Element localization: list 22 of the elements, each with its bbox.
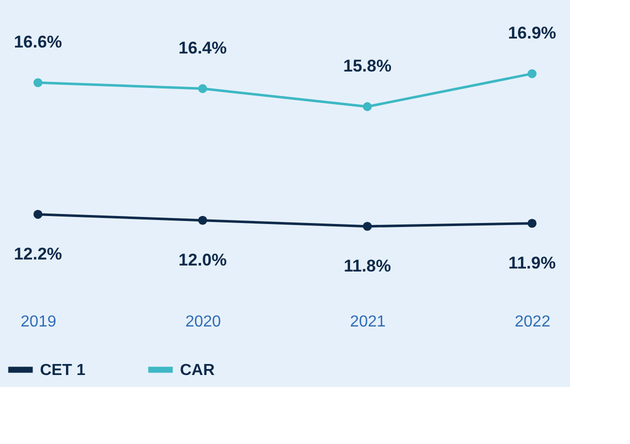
data-label: 16.9%: [508, 24, 556, 43]
point: [362, 222, 372, 231]
x-tick-label: 2019: [20, 314, 56, 330]
data-label: 11.9%: [508, 253, 556, 272]
point: [362, 102, 372, 112]
point: [528, 218, 537, 228]
data-label: 12.2%: [14, 244, 62, 264]
point: [528, 69, 537, 78]
point: [33, 210, 42, 219]
legend-label: CET 1: [40, 362, 86, 379]
x-tick-label: 2020: [185, 314, 222, 330]
data-label: 11.8%: [344, 256, 391, 276]
data-label: 16.4%: [178, 38, 227, 58]
data-label: 12.0%: [178, 250, 227, 270]
data-label: 15.8%: [343, 56, 392, 76]
point: [198, 84, 208, 94]
point: [33, 78, 42, 88]
legend-label: CAR: [180, 362, 216, 379]
data-label: 16.6%: [14, 32, 62, 52]
x-tick-label: 2021: [350, 314, 386, 330]
point: [198, 216, 208, 225]
x-tick-label: 2022: [514, 314, 550, 330]
